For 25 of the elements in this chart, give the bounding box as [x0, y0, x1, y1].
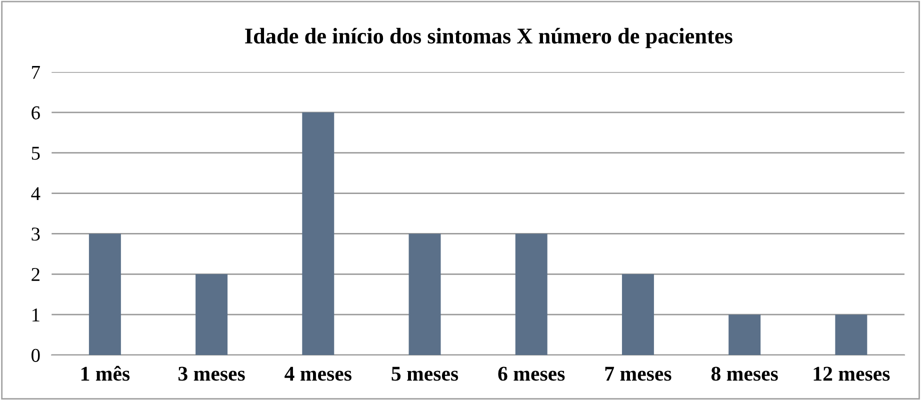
bar: [88, 234, 121, 355]
x-tick-label: 1 mês: [81, 366, 130, 381]
y-tick-label: 5: [32, 146, 40, 160]
bar: [728, 314, 761, 355]
y-tick-label: 4: [31, 187, 40, 200]
bar: [408, 234, 441, 355]
y-tick-label: 3: [32, 228, 40, 241]
bar: [622, 274, 654, 355]
x-tick-label: 4 meses: [284, 366, 352, 381]
x-tick-label: 3 meses: [178, 366, 245, 381]
x-tick-label: 7 meses: [605, 366, 672, 381]
y-tick-label: 2: [32, 268, 40, 281]
x-tick-label: 8 meses: [711, 366, 778, 381]
y-tick-label: 0: [32, 348, 40, 362]
bar: [196, 274, 228, 355]
x-tick-label: 5 meses: [392, 366, 458, 381]
bar: [302, 112, 334, 355]
chart-title: Idade de início dos sintomas X número de pacientes: [245, 28, 732, 48]
x-tick-label: 6 meses: [498, 366, 565, 381]
x-tick-label: 12 meses: [814, 366, 890, 381]
y-tick-label: 7: [32, 66, 40, 79]
bar: [515, 234, 548, 355]
bar: [835, 314, 868, 355]
y-tick-label: 1: [32, 308, 40, 322]
y-tick-label: 6: [32, 106, 40, 120]
